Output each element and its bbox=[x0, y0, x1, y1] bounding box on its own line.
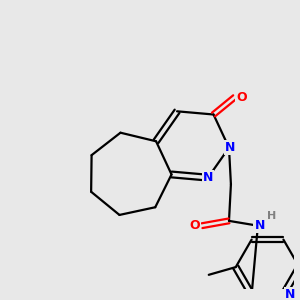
Text: N: N bbox=[285, 288, 295, 300]
Text: N: N bbox=[225, 141, 235, 154]
Text: O: O bbox=[236, 91, 247, 104]
Text: H: H bbox=[267, 211, 276, 221]
Text: N: N bbox=[255, 219, 265, 232]
Text: N: N bbox=[203, 171, 213, 184]
Text: O: O bbox=[189, 219, 200, 232]
